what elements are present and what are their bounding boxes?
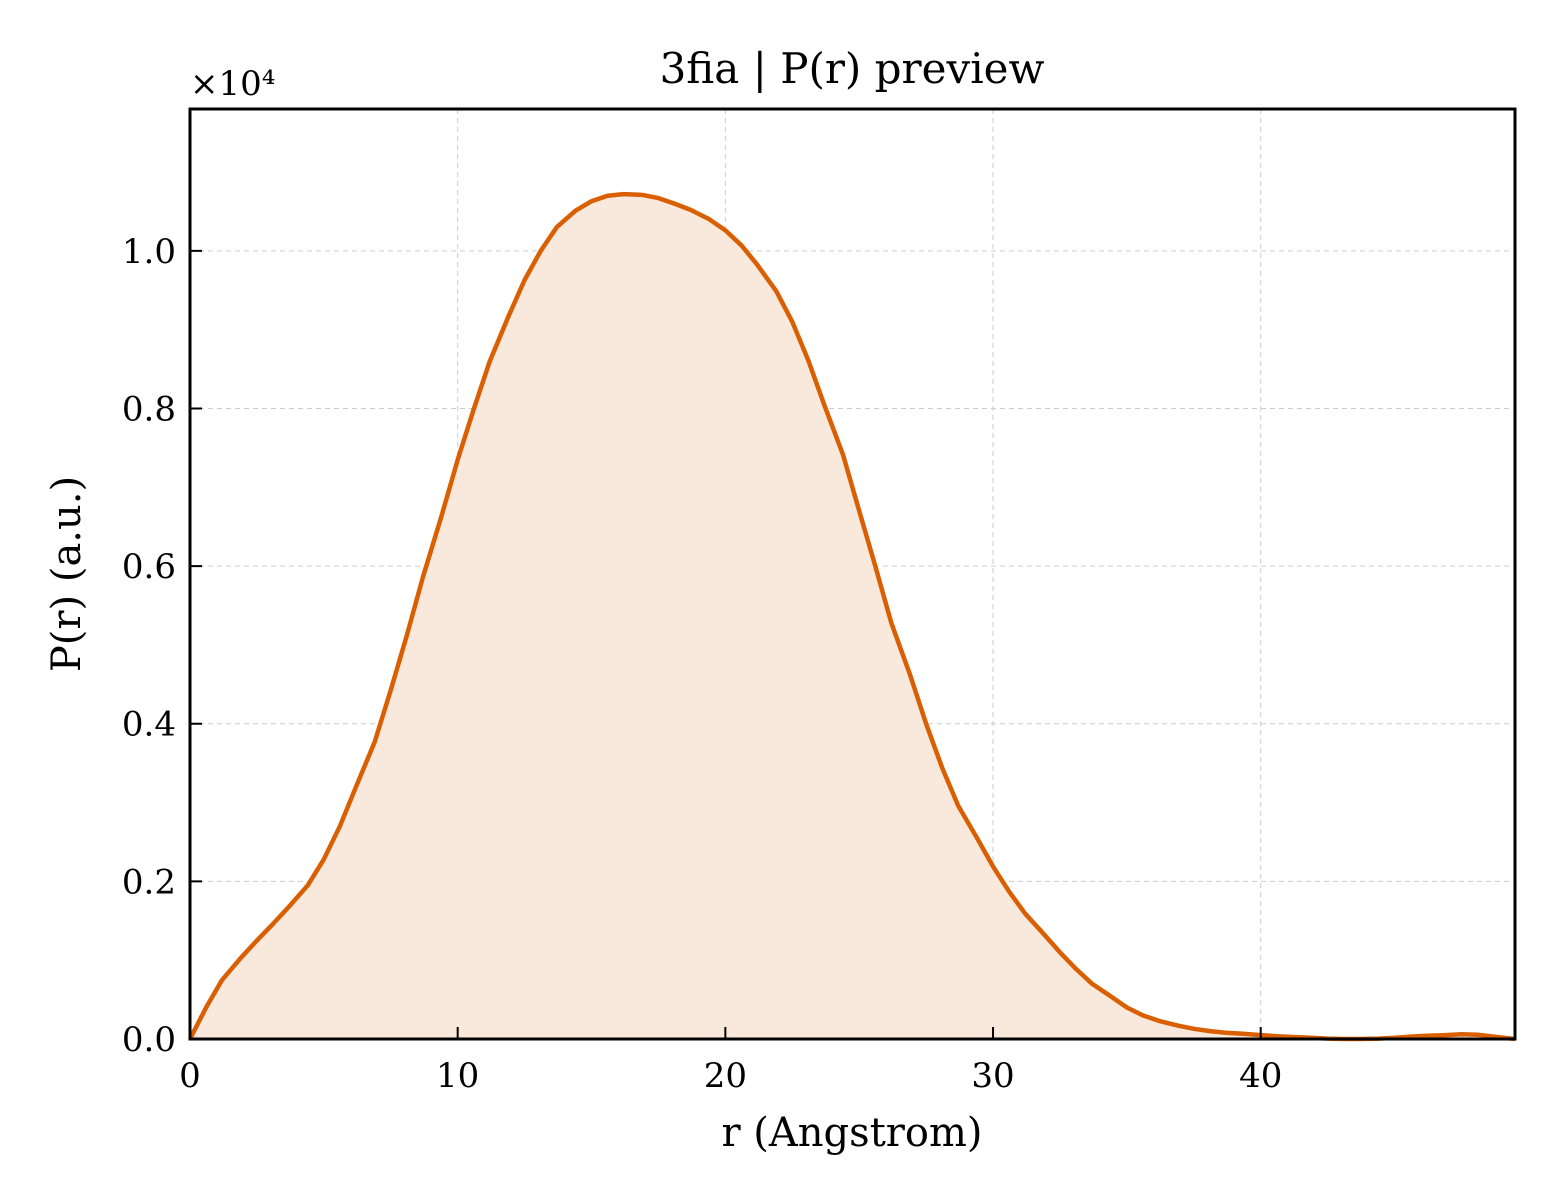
y-tick-label: 0.6 [122,547,176,587]
area-fill [190,194,1515,1040]
x-tick-label: 20 [704,1056,747,1096]
plot-frame [188,107,1517,1041]
y-tick-label: 0.0 [122,1020,176,1060]
y-axis-label: P(r) (a.u.) [44,476,90,672]
x-tick-label: 0 [179,1056,201,1096]
y-axis: 0.0 0.2 0.4 0.6 0.8 1.0 [122,232,202,1060]
x-axis-label: r (Angstrom) [721,1110,982,1156]
x-tick-label: 10 [436,1056,479,1096]
y-tick-label: 0.4 [122,705,176,745]
series-line [187,191,1516,1042]
chart-title: 3fia | P(r) preview [660,44,1045,93]
y-tick-label: 0.2 [122,862,176,902]
y-tick-label: 0.8 [122,389,176,429]
x-axis: 0 10 20 30 40 [179,1027,1282,1096]
y-tick-label: 1.0 [122,232,176,272]
x-tick-label: 30 [971,1056,1014,1096]
y-multiplier-label: ×10⁴ [190,64,275,104]
x-tick-label: 40 [1239,1056,1282,1096]
